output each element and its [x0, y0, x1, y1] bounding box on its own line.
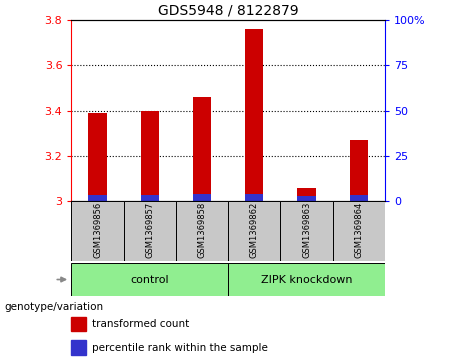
- Bar: [297, 188, 316, 201]
- Bar: [89, 113, 106, 201]
- Text: genotype/variation: genotype/variation: [5, 302, 104, 312]
- Bar: [333, 201, 385, 261]
- Bar: [71, 317, 86, 331]
- Bar: [228, 201, 280, 261]
- Bar: [124, 201, 176, 261]
- Bar: [141, 195, 159, 201]
- Bar: [280, 201, 333, 261]
- Text: GSM1369863: GSM1369863: [302, 202, 311, 258]
- Text: percentile rank within the sample: percentile rank within the sample: [92, 343, 268, 352]
- Bar: [193, 97, 211, 201]
- Bar: [89, 195, 106, 201]
- Bar: [141, 111, 159, 201]
- Text: GSM1369857: GSM1369857: [145, 202, 154, 258]
- Bar: [71, 340, 86, 355]
- Text: GSM1369862: GSM1369862: [250, 202, 259, 258]
- Bar: [228, 263, 385, 296]
- Text: GSM1369864: GSM1369864: [355, 202, 363, 258]
- Bar: [349, 140, 368, 201]
- Bar: [297, 196, 316, 201]
- Bar: [349, 195, 368, 201]
- Text: GSM1369856: GSM1369856: [93, 202, 102, 258]
- Bar: [193, 194, 211, 201]
- Bar: [71, 201, 124, 261]
- Bar: [176, 201, 228, 261]
- Bar: [245, 193, 264, 201]
- Title: GDS5948 / 8122879: GDS5948 / 8122879: [158, 3, 299, 17]
- Text: transformed count: transformed count: [92, 319, 189, 329]
- Text: ZIPK knockdown: ZIPK knockdown: [261, 274, 352, 285]
- Text: control: control: [130, 274, 169, 285]
- Bar: [71, 263, 228, 296]
- Text: GSM1369858: GSM1369858: [198, 202, 207, 258]
- Bar: [245, 29, 264, 201]
